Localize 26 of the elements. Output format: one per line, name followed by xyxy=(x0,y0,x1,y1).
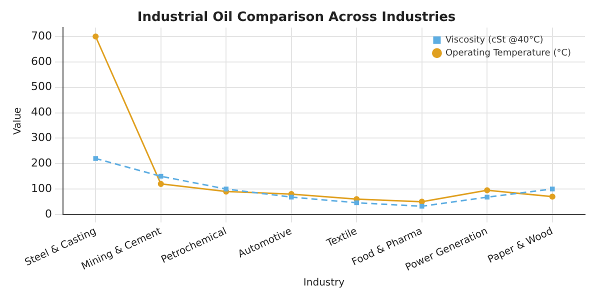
point xyxy=(288,194,294,200)
point xyxy=(92,33,99,40)
point xyxy=(484,187,490,194)
point xyxy=(158,180,164,187)
y-tick-label: 200 xyxy=(30,156,52,170)
point xyxy=(549,194,556,200)
y-tick-label: 500 xyxy=(30,80,52,94)
point xyxy=(93,156,98,161)
y-axis-title: Value xyxy=(12,107,24,135)
y-tick-label: 300 xyxy=(30,131,52,144)
point xyxy=(484,194,490,200)
chart-title: Industrial Oil Comparison Across Industries xyxy=(137,10,456,26)
y-tick-label: 400 xyxy=(30,106,52,119)
point xyxy=(420,204,424,209)
y-tick-label: 600 xyxy=(30,54,52,68)
legend-label: Viscosity (cSt @40°C) xyxy=(445,35,544,46)
y-tick-label: 100 xyxy=(30,182,52,195)
y-tick-label: 0 xyxy=(44,207,52,220)
point xyxy=(354,200,359,206)
point xyxy=(158,174,164,179)
point xyxy=(224,186,228,192)
legend-label: Operating Temperature (°C) xyxy=(445,48,572,58)
x-axis-title: Industry xyxy=(303,278,345,289)
x-tick-label: Textile xyxy=(324,226,359,250)
point xyxy=(550,186,555,192)
y-tick-label: 700 xyxy=(30,29,52,42)
